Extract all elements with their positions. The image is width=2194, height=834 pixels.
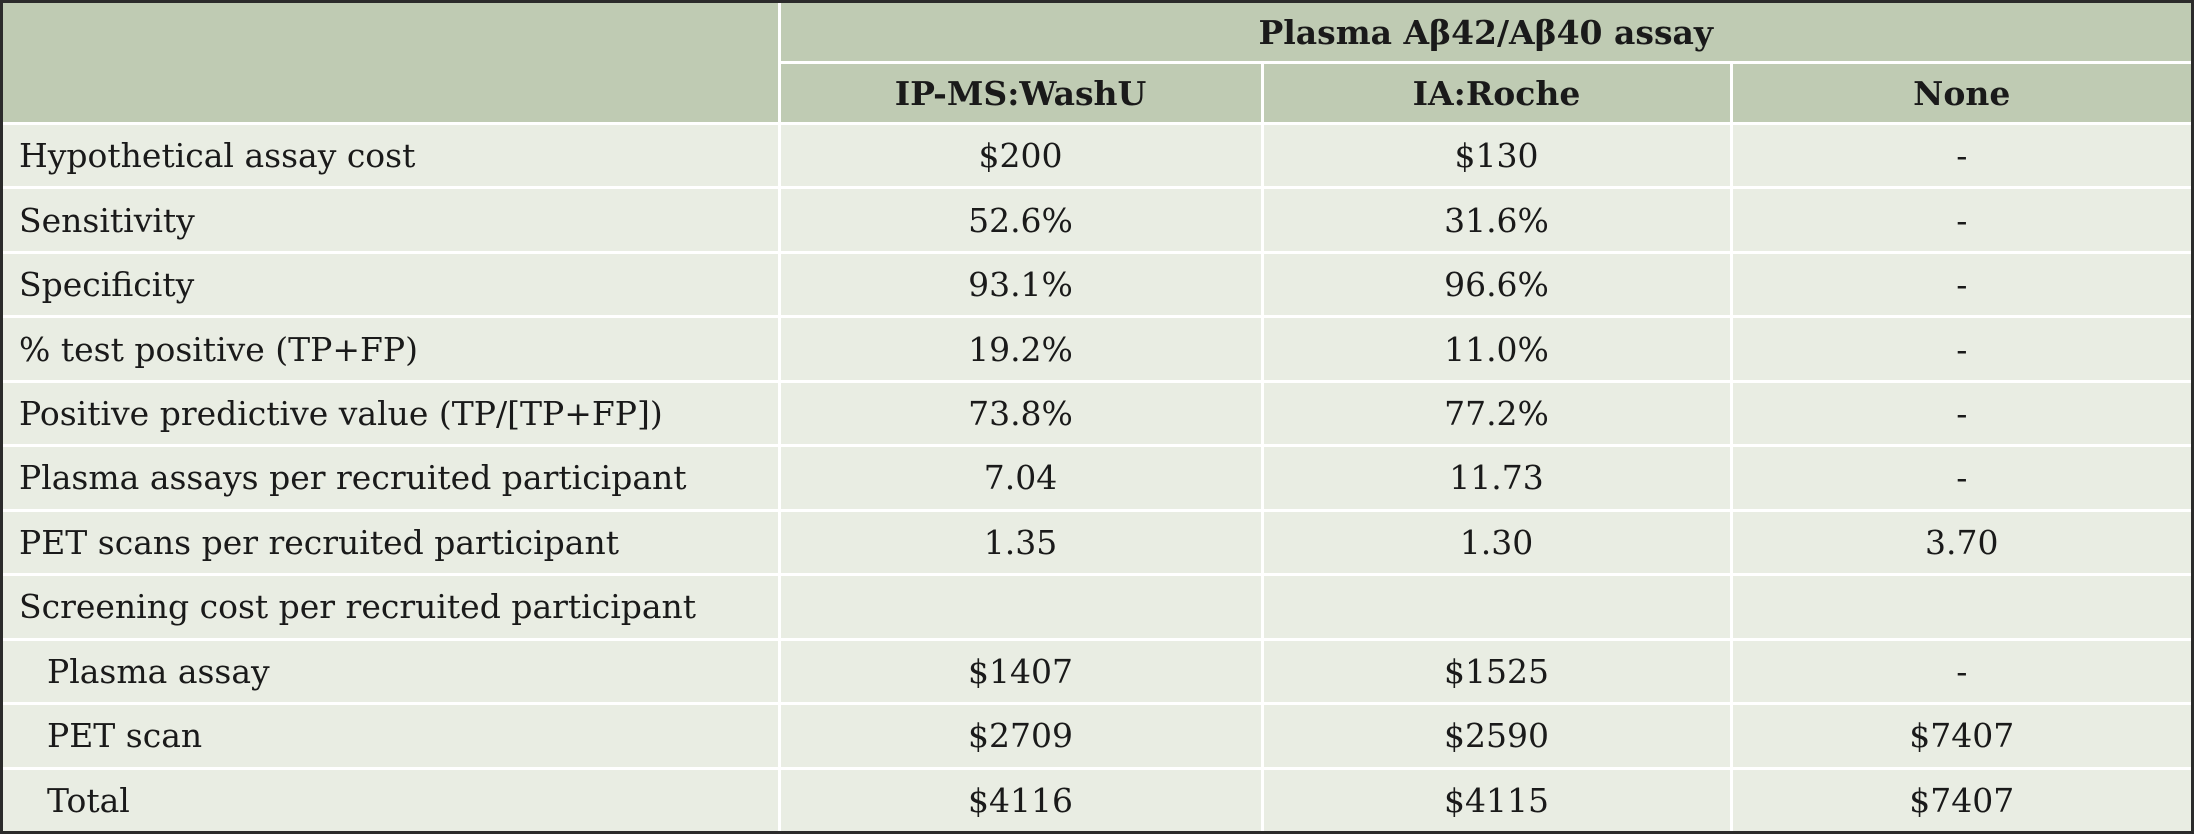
row-label: Positive predictive value (TP/[TP+FP]) — [3, 379, 781, 448]
cell-ip-ms-washu: $1407 — [777, 637, 1264, 706]
row-label: PET scans per recruited participant — [3, 508, 781, 577]
cell-ip-ms-washu: 73.8% — [777, 379, 1264, 448]
table-row: Hypothetical assay cost $200 $130 - — [3, 121, 2192, 190]
cell-ia-roche: 96.6% — [1260, 250, 1733, 319]
table-row: Plasma assays per recruited participant … — [3, 444, 2192, 512]
cell-ia-roche: $1525 — [1260, 637, 1733, 706]
cell-ia-roche: 31.6% — [1260, 186, 1733, 254]
table-header: Plasma Aβ42/Aβ40 assay IP-MS:WashU IA:Ro… — [3, 3, 2192, 125]
cell-none: - — [1729, 250, 2192, 319]
cell-ia-roche: $2590 — [1260, 702, 1733, 770]
table-row: Sensitivity 52.6% 31.6% - — [3, 186, 2192, 254]
screening-cost-table: Plasma Aβ42/Aβ40 assay IP-MS:WashU IA:Ro… — [3, 3, 2192, 831]
cell-ia-roche: 11.0% — [1260, 315, 1733, 383]
cell-ia-roche: 11.73 — [1260, 444, 1733, 512]
cell-none: - — [1729, 379, 2192, 448]
table-row: PET scans per recruited participant 1.35… — [3, 508, 2192, 577]
table-row: Positive predictive value (TP/[TP+FP]) 7… — [3, 379, 2192, 448]
cell-none: 3.70 — [1729, 508, 2192, 577]
cell-ia-roche — [1260, 573, 1733, 641]
row-label: Hypothetical assay cost — [3, 121, 781, 190]
header-row-group: Plasma Aβ42/Aβ40 assay — [3, 3, 2192, 125]
cell-none: - — [1729, 637, 2192, 706]
table-row: PET scan $2709 $2590 $7407 — [3, 702, 2192, 770]
row-label: Plasma assay — [3, 637, 781, 706]
table-row: % test positive (TP+FP) 19.2% 11.0% - — [3, 315, 2192, 383]
cell-none: - — [1729, 444, 2192, 512]
row-label: Specificity — [3, 250, 781, 319]
row-label: Plasma assays per recruited participant — [3, 444, 781, 512]
cell-ia-roche: $4115 — [1260, 766, 1733, 831]
cell-none — [1729, 573, 2192, 641]
cell-ip-ms-washu: 52.6% — [777, 186, 1264, 254]
cell-ip-ms-washu — [777, 573, 1264, 641]
cell-ip-ms-washu: $2709 — [777, 702, 1264, 770]
cell-none: $7407 — [1729, 702, 2192, 770]
table-row: Plasma assay $1407 $1525 - — [3, 637, 2192, 706]
cell-ip-ms-washu: $4116 — [777, 766, 1264, 831]
cell-ip-ms-washu: 93.1% — [777, 250, 1264, 319]
header-corner-cell — [3, 3, 781, 125]
table-row: Specificity 93.1% 96.6% - — [3, 250, 2192, 319]
cell-ia-roche: $130 — [1260, 121, 1733, 190]
column-header-ia-roche: IA:Roche — [1260, 61, 1733, 125]
row-label: Screening cost per recruited participant — [3, 573, 781, 641]
column-header-none: None — [1729, 61, 2192, 125]
cell-ip-ms-washu: 19.2% — [777, 315, 1264, 383]
table-row-section-heading: Screening cost per recruited participant — [3, 573, 2192, 641]
cell-ia-roche: 77.2% — [1260, 379, 1733, 448]
cell-none: $7407 — [1729, 766, 2192, 831]
cell-none: - — [1729, 315, 2192, 383]
header-group-title: Plasma Aβ42/Aβ40 assay — [777, 3, 2192, 64]
cell-ip-ms-washu: 7.04 — [777, 444, 1264, 512]
row-label: % test positive (TP+FP) — [3, 315, 781, 383]
row-label: Sensitivity — [3, 186, 781, 254]
table-row-total: Total $4116 $4115 $7407 — [3, 766, 2192, 831]
cell-ip-ms-washu: 1.35 — [777, 508, 1264, 577]
table-body: Hypothetical assay cost $200 $130 - Sens… — [3, 121, 2192, 831]
column-header-ip-ms-washu: IP-MS:WashU — [779, 61, 1264, 125]
cell-none: - — [1729, 186, 2192, 254]
header-row-columns: IP-MS:WashU IA:Roche None — [3, 61, 2192, 125]
row-label: Total — [3, 766, 781, 831]
row-label: PET scan — [3, 702, 781, 770]
cell-ip-ms-washu: $200 — [777, 121, 1264, 190]
cell-none: - — [1729, 121, 2192, 190]
cell-ia-roche: 1.30 — [1260, 508, 1733, 577]
